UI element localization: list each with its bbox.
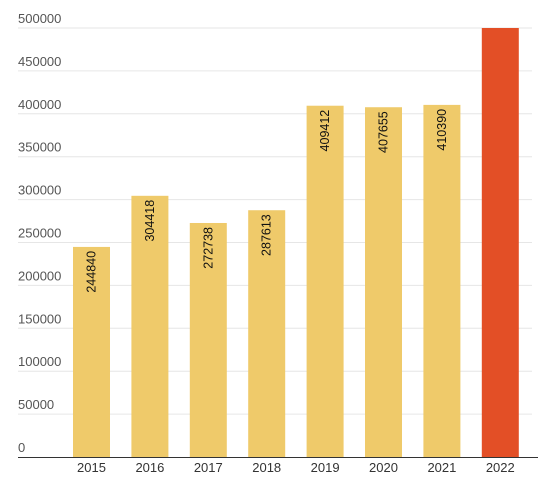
y-tick-label: 100000 xyxy=(18,354,61,369)
y-tick-label: 500000 xyxy=(18,11,61,26)
x-tick-label: 2020 xyxy=(369,460,398,475)
bar-2019 xyxy=(306,105,344,458)
x-tick-label: 2021 xyxy=(427,460,456,475)
x-tick-label: 2017 xyxy=(194,460,223,475)
y-tick-label: 350000 xyxy=(18,140,61,155)
bar-2020 xyxy=(365,107,402,458)
x-tick-label: 2022 xyxy=(486,460,515,475)
x-tick-label: 2015 xyxy=(77,460,106,475)
bar-2018 xyxy=(248,210,286,457)
y-tick-label: 200000 xyxy=(18,268,61,283)
y-tick-label: 300000 xyxy=(18,183,61,198)
y-tick-label: 0 xyxy=(18,440,25,455)
x-tick-label: 2018 xyxy=(252,460,281,475)
x-tick-label: 2016 xyxy=(135,460,164,475)
bars xyxy=(73,28,519,458)
data-label-2017: 272738 xyxy=(201,227,215,269)
bar-2021 xyxy=(423,104,461,458)
data-label-2016: 304418 xyxy=(143,200,157,242)
y-tick-label: 50000 xyxy=(18,397,54,412)
bar-2022 xyxy=(481,28,519,457)
y-tick-label: 450000 xyxy=(18,54,61,69)
data-label-2021: 410390 xyxy=(435,109,449,151)
data-label-2019: 409412 xyxy=(318,110,332,152)
x-axis-tick-labels: 2015 2016 2017 2018 2019 2020 2021 2022 xyxy=(77,460,515,475)
bar-2016 xyxy=(131,195,169,457)
y-tick-label: 250000 xyxy=(18,226,61,241)
data-label-2020: 407655 xyxy=(377,111,391,153)
data-label-2015: 244840 xyxy=(85,251,99,293)
bar-2015 xyxy=(73,246,110,457)
y-tick-label: 400000 xyxy=(18,97,61,112)
data-labels: 244840 304418 272738 287613 409412 407655 4103… xyxy=(85,109,449,293)
x-tick-label: 2019 xyxy=(311,460,340,475)
bar-2017 xyxy=(189,222,227,457)
y-tick-label: 150000 xyxy=(18,311,61,326)
data-label-2018: 287613 xyxy=(260,214,274,256)
y-axis-tick-labels: 0 50000 100000 150000 200000 250000 300000 3500… xyxy=(18,11,61,455)
